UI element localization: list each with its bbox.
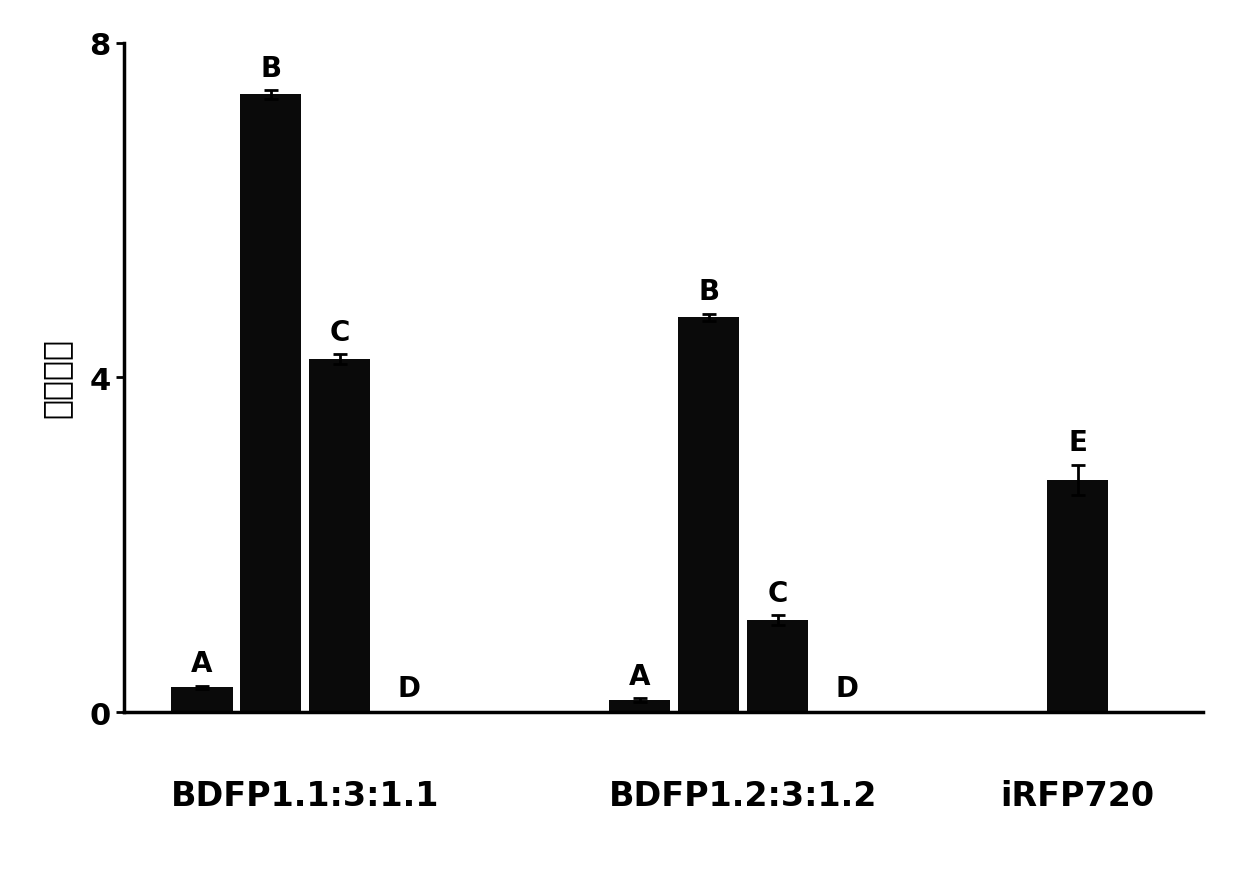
Bar bbox=[746, 620, 808, 713]
Bar bbox=[678, 318, 739, 713]
Text: iRFP720: iRFP720 bbox=[1001, 779, 1154, 813]
Bar bbox=[1047, 480, 1109, 713]
Text: C: C bbox=[768, 580, 787, 607]
Text: BDFP1.1:3:1.1: BDFP1.1:3:1.1 bbox=[171, 779, 439, 813]
Text: B: B bbox=[698, 278, 719, 306]
Text: C: C bbox=[330, 318, 350, 346]
Bar bbox=[241, 96, 301, 713]
Bar bbox=[816, 711, 877, 713]
Text: B: B bbox=[260, 55, 281, 83]
Bar bbox=[378, 711, 439, 713]
Y-axis label: 有效亮度: 有效亮度 bbox=[40, 338, 73, 418]
Bar bbox=[171, 687, 233, 713]
Text: D: D bbox=[835, 674, 858, 702]
Text: D: D bbox=[397, 674, 420, 702]
Text: A: A bbox=[191, 649, 212, 678]
Text: E: E bbox=[1069, 428, 1087, 456]
Bar bbox=[609, 700, 671, 713]
Text: BDFP1.2:3:1.2: BDFP1.2:3:1.2 bbox=[609, 779, 878, 813]
Text: A: A bbox=[629, 662, 651, 690]
Bar bbox=[309, 360, 371, 713]
